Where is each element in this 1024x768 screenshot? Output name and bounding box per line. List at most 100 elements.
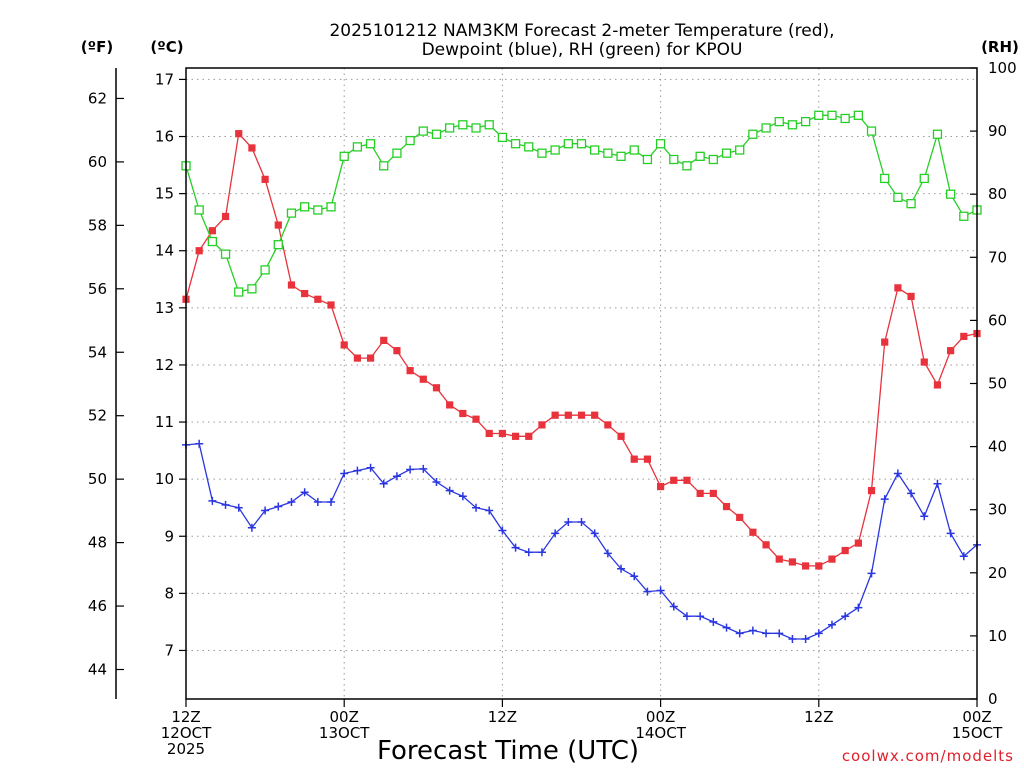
rh-point: [207, 236, 218, 247]
rh-point: [800, 116, 811, 127]
temp-point: [657, 482, 665, 491]
rh-point: [774, 116, 784, 127]
dewpoint-point: [313, 497, 322, 506]
celsius-unit-label: (ºC): [150, 38, 183, 56]
celsius-tick-label: 10: [155, 470, 174, 488]
rh-point: [326, 202, 336, 212]
temp-point: [446, 401, 454, 409]
temp-point: [762, 541, 770, 549]
time-tick-line: 14OCT: [635, 724, 686, 742]
temp-point: [498, 429, 506, 438]
fahrenheit-tick-label: 52: [88, 407, 107, 425]
dewpoint-point: [590, 529, 599, 538]
temp-point: [920, 358, 928, 366]
rh-point: [853, 110, 863, 120]
dewpoint-point: [603, 549, 612, 558]
fahrenheit-tick-label: 62: [88, 89, 107, 107]
dewpoint-point: [827, 620, 836, 629]
rh-point: [603, 148, 613, 158]
temp-point: [221, 212, 230, 221]
series-0: [182, 130, 981, 570]
time-tick-label-4: 12Z: [804, 708, 833, 726]
fahrenheit-tick-label: 50: [88, 470, 107, 488]
dewpoint-point: [551, 529, 560, 538]
temp-point: [881, 338, 889, 346]
temp-point: [722, 502, 731, 511]
rh-point: [260, 265, 270, 275]
rh-tick-label: 100: [988, 59, 1017, 77]
fahrenheit-axis: 44 46 48 50 52 54 56 58 60 62: [88, 89, 124, 678]
dewpoint-point: [340, 469, 349, 478]
time-tick-label-0: 12Z 12OCT 2025: [161, 708, 212, 758]
dewpoint-point: [511, 543, 520, 552]
dewpoint-point: [696, 612, 705, 621]
temp-point: [630, 455, 638, 463]
dewpoint-point: [472, 503, 481, 512]
dewpoint-point: [300, 488, 309, 497]
temp-point: [854, 539, 862, 547]
fahrenheit-tick-label: 56: [88, 280, 107, 298]
rh-point: [365, 139, 376, 149]
rh-point: [880, 173, 890, 184]
rh-tick-label: 50: [988, 375, 1007, 393]
temp-point: [933, 381, 942, 389]
dewpoint-point: [933, 479, 942, 488]
rh-point: [510, 139, 521, 149]
temp-point: [960, 332, 968, 340]
temp-point: [749, 528, 757, 536]
rh-tick-label: 40: [988, 438, 1007, 456]
rh-tick-label: 0: [988, 690, 998, 708]
dewpoint-point: [327, 497, 336, 506]
dewpoint-point: [353, 466, 362, 475]
rh-point: [431, 129, 442, 139]
rh-point: [695, 151, 705, 161]
dewpoint-point: [195, 439, 204, 448]
celsius-tick-label: 11: [155, 413, 174, 431]
temp-point: [683, 476, 691, 484]
temp-point: [472, 415, 480, 423]
rh-point: [655, 139, 666, 149]
rh-point: [735, 145, 745, 155]
time-tick-line: 15OCT: [952, 724, 1003, 742]
rh-point: [866, 126, 877, 136]
rh-point: [194, 205, 204, 215]
fahrenheit-tick-label: 60: [88, 153, 107, 171]
time-tick-line: 00Z: [330, 708, 359, 726]
dewpoint-point: [841, 612, 850, 621]
dewpoint-point: [392, 472, 401, 481]
rh-unit-label: (RH): [981, 38, 1019, 56]
temp-point: [775, 555, 783, 563]
temp-point: [366, 354, 375, 362]
rh-point: [299, 202, 310, 212]
temp-point: [380, 336, 388, 344]
dewpoint-point: [445, 486, 454, 495]
dewpoint-point: [814, 629, 823, 638]
temp-point: [577, 411, 586, 419]
dewpoint-point: [208, 496, 217, 505]
rh-point: [576, 139, 587, 149]
rh-tick-label: 70: [988, 248, 1007, 266]
source-credit: coolwx.com/modelts: [842, 747, 1014, 765]
rh-point: [445, 123, 455, 133]
dewpoint-point: [880, 495, 889, 504]
temp-point: [670, 476, 678, 484]
dewpoint-point: [564, 517, 573, 526]
rh-point: [458, 120, 468, 130]
dewpoint-point: [485, 506, 494, 515]
celsius-tick-label: 16: [155, 128, 174, 146]
dewpoint-point: [221, 500, 230, 509]
temp-point: [604, 421, 612, 429]
rh-point: [247, 284, 257, 294]
time-tick-label-3: 00Z 14OCT: [635, 708, 686, 742]
dewpoint-point: [537, 548, 546, 557]
temp-point: [815, 562, 823, 570]
time-tick-label-2: 12Z: [488, 708, 517, 726]
temp-point: [406, 367, 414, 375]
temp-point: [485, 429, 493, 438]
temp-point: [551, 411, 559, 419]
temp-point: [802, 562, 810, 570]
rh-tick-label: 30: [988, 501, 1007, 519]
temp-point: [393, 347, 401, 355]
